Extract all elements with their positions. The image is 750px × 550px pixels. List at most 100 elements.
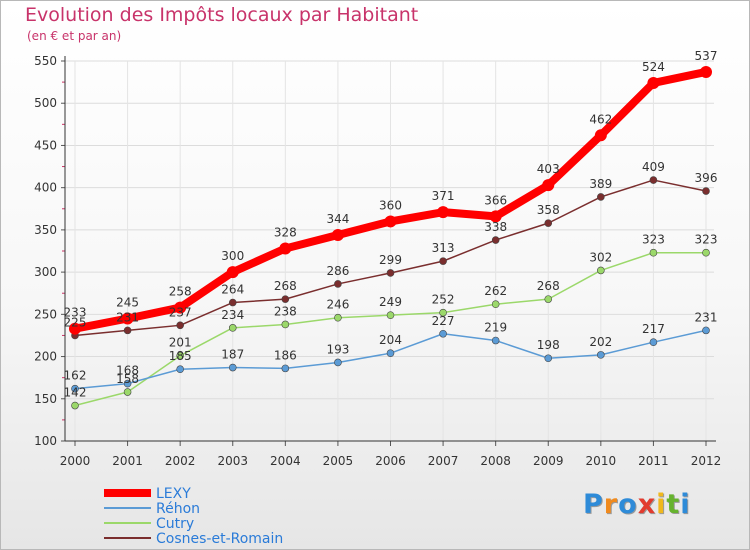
data-point-cosnes-et-romain — [491, 236, 500, 244]
data-point-cosnes-et-romain — [123, 326, 132, 335]
y-tick-label: 400 — [34, 181, 57, 195]
data-point-lexy — [226, 266, 239, 279]
data-point-rehon — [439, 329, 447, 338]
data-point-lexy — [69, 322, 81, 335]
data-point-cutry — [597, 266, 605, 275]
data-point-lexy — [700, 65, 712, 78]
x-tick-label: 2008 — [480, 454, 511, 468]
data-label-cutry: 238 — [274, 304, 297, 318]
x-tick-label: 2001 — [112, 454, 143, 468]
data-point-rehon — [123, 379, 132, 388]
data-point-lexy — [331, 228, 344, 241]
data-point-cosnes-et-romain — [386, 269, 395, 277]
data-point-rehon — [281, 364, 290, 373]
data-point-lexy — [174, 301, 187, 314]
logo-letter: i — [656, 489, 667, 520]
data-label-lexy: 328 — [274, 225, 297, 239]
legend-label: Réhon — [156, 501, 200, 517]
data-point-lexy — [542, 179, 555, 192]
data-label-cosnes-et-romain: 268 — [274, 279, 297, 293]
data-label-rehon: 231 — [695, 310, 718, 324]
data-point-cutry — [123, 388, 132, 396]
data-label-lexy: 258 — [169, 285, 192, 299]
data-label-rehon: 198 — [537, 338, 560, 352]
data-point-rehon — [71, 384, 79, 393]
data-label-rehon: 162 — [64, 369, 87, 383]
logo-letter: i — [680, 489, 691, 520]
chart-title: Evolution des Impôts locaux par Habitant — [25, 4, 419, 26]
data-point-cosnes-et-romain — [702, 187, 710, 195]
data-label-lexy: 360 — [379, 198, 402, 212]
x-tick-label: 2012 — [691, 454, 722, 468]
legend-label: LEXY — [156, 486, 191, 502]
x-tick-label: 2006 — [375, 454, 406, 468]
data-label-cutry: 249 — [379, 295, 402, 309]
data-point-cosnes-et-romain — [176, 321, 184, 330]
data-point-lexy — [594, 129, 607, 142]
y-tick-label: 450 — [34, 138, 57, 152]
data-label-cutry: 323 — [695, 233, 718, 247]
data-point-cosnes-et-romain — [334, 280, 342, 288]
data-label-cutry: 234 — [221, 308, 244, 322]
data-point-cutry — [228, 324, 237, 332]
x-tick-label: 2000 — [60, 454, 91, 468]
data-label-rehon: 186 — [274, 348, 297, 362]
data-label-lexy: 371 — [432, 189, 455, 203]
x-tick-label: 2002 — [165, 454, 196, 468]
data-label-cutry: 262 — [484, 284, 507, 298]
data-label-cosnes-et-romain: 389 — [589, 177, 612, 191]
data-label-rehon: 217 — [642, 322, 665, 336]
y-tick-label: 550 — [34, 54, 57, 68]
data-point-cosnes-et-romain — [281, 295, 290, 303]
data-point-cutry — [544, 295, 553, 303]
y-tick-label: 150 — [34, 392, 57, 406]
legend-label: Cosnes-et-Romain — [156, 531, 283, 547]
data-point-rehon — [228, 363, 237, 372]
data-point-lexy — [489, 210, 502, 223]
data-label-cutry: 268 — [537, 279, 560, 293]
data-point-cutry — [386, 311, 395, 319]
data-point-cutry — [702, 248, 710, 257]
data-label-cosnes-et-romain: 231 — [116, 310, 139, 324]
data-point-lexy — [647, 76, 660, 89]
data-label-rehon: 193 — [326, 342, 349, 356]
data-point-rehon — [597, 351, 605, 359]
data-point-rehon — [176, 365, 184, 374]
chart-subtitle: (en € et par an) — [27, 29, 122, 43]
x-tick-label: 2005 — [323, 454, 354, 468]
data-label-lexy: 233 — [64, 306, 87, 320]
data-label-rehon: 168 — [116, 364, 139, 378]
data-label-lexy: 300 — [221, 249, 244, 263]
data-label-cutry: 323 — [642, 233, 665, 247]
data-label-rehon: 202 — [589, 335, 612, 349]
data-point-rehon — [649, 338, 658, 347]
x-tick-label: 2010 — [586, 454, 617, 468]
data-label-lexy: 344 — [326, 212, 349, 226]
data-label-cosnes-et-romain: 313 — [432, 241, 455, 255]
data-label-cosnes-et-romain: 396 — [695, 171, 718, 185]
data-label-cosnes-et-romain: 225 — [64, 315, 87, 329]
data-label-lexy: 462 — [589, 112, 612, 126]
data-label-cutry: 302 — [589, 250, 612, 264]
data-point-cutry — [176, 351, 184, 360]
logo-letter: o — [618, 489, 638, 520]
data-label-rehon: 219 — [484, 321, 507, 335]
x-tick-label: 2009 — [533, 454, 564, 468]
data-point-cosnes-et-romain — [597, 193, 605, 201]
x-tick-label: 2011 — [638, 454, 669, 468]
y-tick-label: 100 — [34, 434, 57, 448]
data-point-lexy — [121, 312, 134, 325]
data-point-rehon — [702, 326, 710, 335]
logo-letter: P — [583, 489, 604, 520]
data-label-lexy: 245 — [116, 296, 139, 310]
logo-letter: x — [637, 489, 657, 520]
data-label-rehon: 204 — [379, 333, 402, 347]
data-label-cutry: 142 — [64, 386, 87, 400]
data-label-cutry: 158 — [116, 372, 139, 386]
data-label-cosnes-et-romain: 299 — [379, 253, 402, 267]
data-label-cosnes-et-romain: 358 — [537, 203, 560, 217]
data-label-rehon: 185 — [169, 349, 192, 363]
data-point-cutry — [281, 320, 290, 329]
